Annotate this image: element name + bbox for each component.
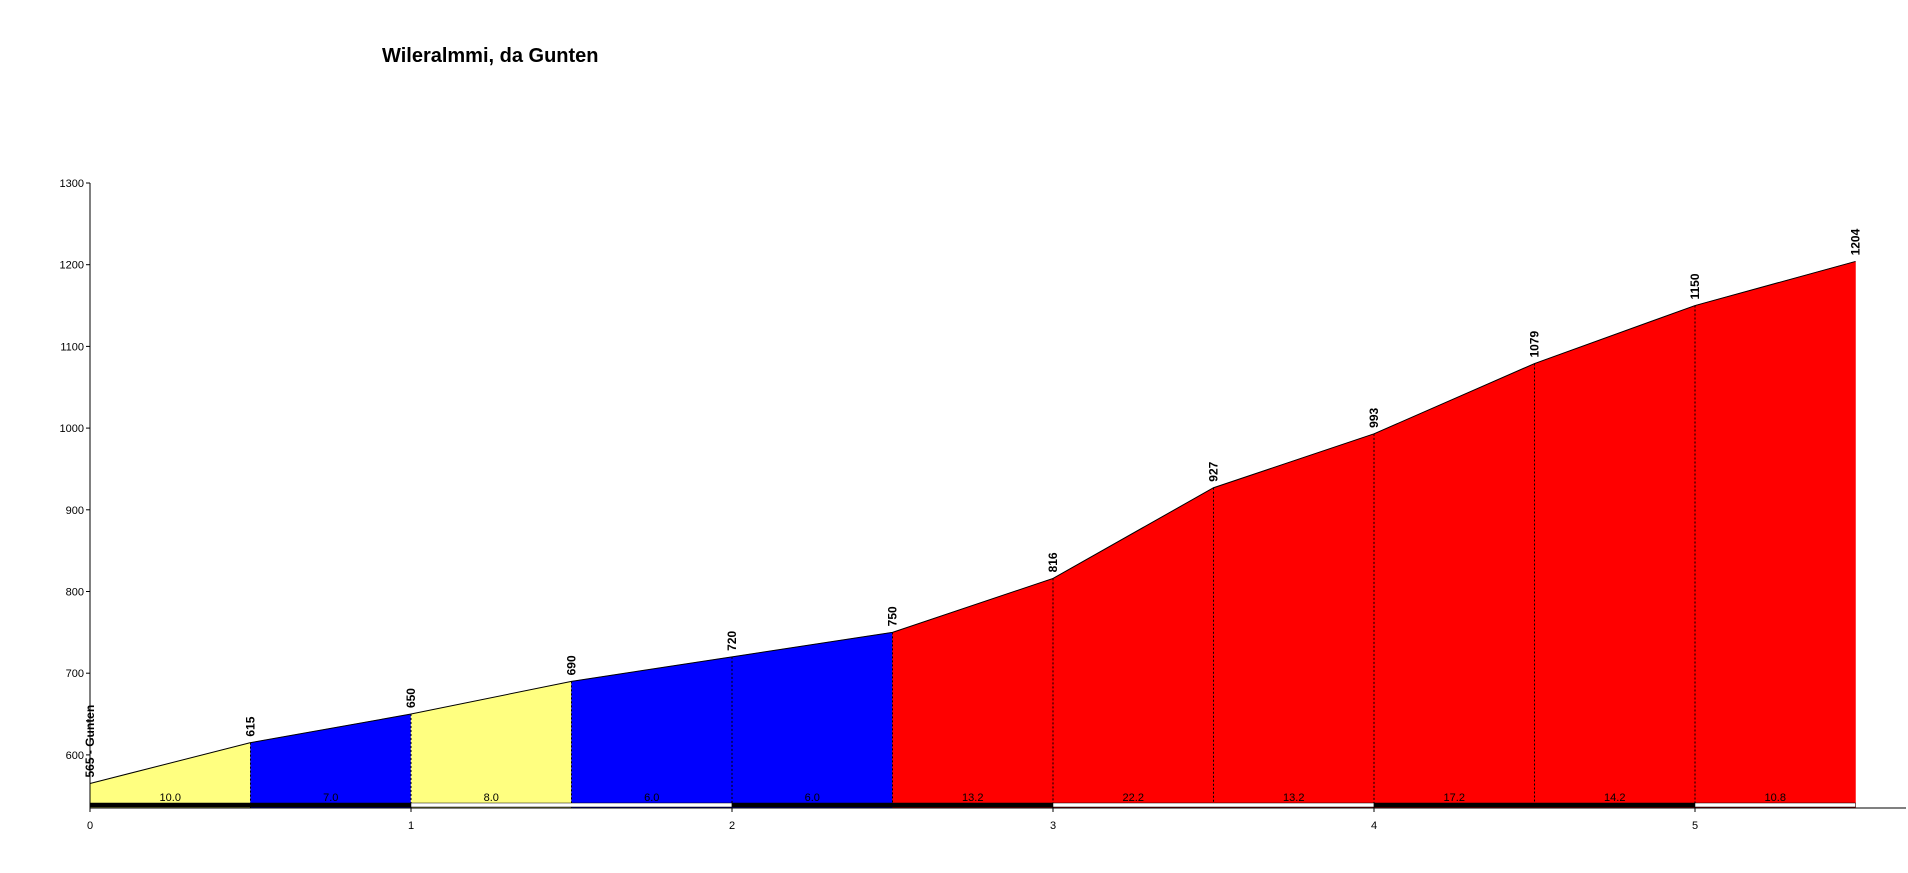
kilometer-bar (89, 802, 1856, 808)
gradient-label-8: 17.2 (1444, 792, 1465, 804)
gradient-label-0: 10.0 (160, 792, 181, 804)
elevation-label-3: 690 (565, 655, 579, 675)
x-tick-label-5: 5 (1692, 820, 1698, 832)
segment-dividers (250, 305, 1696, 808)
km-bar-2 (731, 802, 1054, 808)
elevation-label-10: 1150 (1688, 273, 1702, 299)
profile-areas (89, 260, 1856, 809)
profile-line (89, 260, 1856, 784)
segment-area-8 (1373, 363, 1535, 809)
x-tick-label-4: 4 (1371, 820, 1377, 832)
x-tick-label-2: 2 (729, 820, 735, 832)
elevation-label-9: 1079 (1528, 331, 1542, 358)
gradient-label-9: 14.2 (1604, 792, 1625, 804)
segment-area-3 (571, 656, 733, 809)
y-tick-label-900: 900 (66, 505, 84, 517)
segment-area-9 (1534, 305, 1696, 809)
x-tick-label-0: 0 (87, 820, 93, 832)
km-bar-4 (1373, 802, 1696, 808)
segment-area-6 (1052, 487, 1214, 809)
km-bar-3 (1052, 802, 1375, 808)
gradient-label-2: 8.0 (484, 792, 499, 804)
gradient-label-3: 6.0 (644, 792, 659, 804)
km-bar-1 (410, 802, 733, 808)
chart-title: Wileralmmi, da Gunten (382, 45, 599, 67)
y-tick-label-800: 800 (66, 586, 84, 598)
segment-area-5 (892, 578, 1054, 809)
segment-area-4 (731, 632, 893, 809)
elevation-label-7: 927 (1207, 461, 1221, 481)
segment-area-2 (410, 681, 572, 809)
elevation-label-6: 816 (1046, 552, 1060, 572)
elevation-label-11: 1204 (1849, 228, 1863, 255)
segment-area-7 (1213, 433, 1375, 809)
y-tick-label-1200: 1200 (60, 260, 84, 272)
axes: 600 700 800 900 1000 1100 1200 1300 0 1 2 3 4 5 (60, 178, 1906, 832)
gradient-label-7: 13.2 (1283, 792, 1304, 804)
elevation-label-8: 993 (1367, 407, 1381, 427)
gradient-label-1: 7.0 (323, 792, 338, 804)
x-tick-label-1: 1 (408, 820, 414, 832)
elevation-label-0: 565 - Gunten (83, 705, 97, 778)
y-tick-label-700: 700 (66, 668, 84, 680)
elevation-labels: 565 - Gunten 615 650 690 720 750 816 927 993 1079… (83, 228, 1863, 777)
elevation-label-2: 650 (404, 688, 418, 708)
elevation-label-4: 720 (725, 631, 739, 651)
segment-area-10 (1694, 261, 1856, 809)
y-tick-label-1100: 1100 (60, 341, 84, 353)
gradient-label-10: 10.8 (1765, 792, 1786, 804)
y-tick-label-1000: 1000 (60, 423, 84, 435)
y-tick-label-1300: 1300 (60, 178, 84, 190)
km-bar-0 (89, 802, 412, 808)
gradient-label-5: 13.2 (962, 792, 983, 804)
gradient-label-6: 22.2 (1123, 792, 1144, 804)
km-bar-5 (1694, 802, 1856, 808)
elevation-label-5: 750 (886, 606, 900, 626)
gradient-labels: 10.0 7.0 8.0 6.0 6.0 13.2 22.2 13.2 17.2 14.2 10.8 (160, 792, 1786, 804)
elevation-label-1: 615 (244, 716, 258, 736)
x-tick-label-3: 3 (1050, 820, 1056, 832)
gradient-label-4: 6.0 (805, 792, 820, 804)
y-tick-label-600: 600 (66, 750, 84, 762)
